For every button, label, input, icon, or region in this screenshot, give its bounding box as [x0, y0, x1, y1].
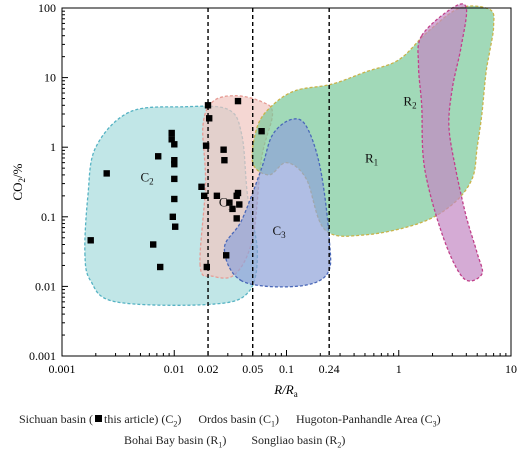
data-point-13: [171, 195, 178, 203]
legend-r2-sub: 2: [337, 440, 342, 450]
data-point-21: [213, 192, 221, 199]
data-point-12: [171, 175, 178, 183]
region-r2: [417, 3, 484, 282]
legend-hugoton: Hugoton-Panhandle Area (C3): [296, 412, 441, 429]
y-tick-label-5: 10: [44, 71, 56, 85]
legend-bohai: Bohai Bay basin (R1): [124, 433, 227, 450]
legend-c3-close: ): [436, 412, 441, 426]
x-tick-label-1: 0.001: [49, 362, 76, 376]
data-point-7: [168, 136, 175, 143]
axes: 0.02 0.05 0.24 0.001 0.01 0.1 1 10 0.001 0.01 0.1 1…: [29, 1, 517, 376]
legend-r1-sub: 1: [218, 440, 223, 450]
y-tick-label-1: 0.001: [29, 349, 56, 363]
reference-line-label-3: 0.24: [319, 362, 340, 376]
data-point-16: [201, 192, 208, 199]
region-c3: [223, 118, 332, 288]
data-point-19: [206, 115, 213, 122]
data-point-8: [169, 213, 176, 220]
x-tick-label-3: 0.1: [279, 362, 294, 376]
data-point-10: [171, 157, 178, 164]
legend-c2-sub: 2: [173, 419, 178, 429]
x-tick-label-2: 0.01: [164, 362, 185, 376]
legend-c1-close: ): [275, 412, 279, 426]
data-point-14: [172, 223, 179, 230]
y-tick-label-4: 1: [50, 140, 56, 154]
data-point-15: [198, 183, 205, 190]
data-point-32: [258, 128, 265, 135]
regions-layer: [84, 3, 495, 306]
data-point-20: [203, 263, 210, 271]
data-point-25: [226, 199, 233, 206]
data-point-23: [221, 157, 228, 164]
legend-songliao: Songliao basin (R2): [251, 433, 346, 450]
data-point-5: [157, 263, 164, 271]
legend-c3-sub: 3: [432, 419, 437, 429]
square-marker-icon: [95, 415, 102, 422]
data-point-6: [168, 129, 175, 137]
legend-c1-sub: 1: [271, 419, 275, 429]
data-point-9: [171, 141, 178, 148]
data-point-27: [234, 97, 242, 105]
legend-sichuan-text: Sichuan basin (: [19, 412, 93, 426]
legend-c2-open: ) (C: [154, 412, 174, 426]
data-point-18: [204, 102, 212, 109]
data-point-24: [223, 252, 230, 259]
data-point-31: [236, 201, 243, 208]
data-point-3: [150, 241, 157, 248]
data-point-30: [233, 215, 240, 222]
data-point-26: [229, 205, 236, 213]
data-point-1: [87, 237, 94, 244]
data-point-4: [155, 153, 162, 160]
reference-line-label-2: 0.05: [242, 362, 263, 376]
legend-r2-close: ): [341, 433, 346, 447]
y-tick-label-6: 100: [38, 1, 56, 15]
y-tick-label-3: 0.1: [41, 210, 56, 224]
legend-row-1: Sichuan basin ( this article) (C2) Ordos …: [19, 412, 441, 428]
legend-hugoton-text: Hugoton-Panhandle Area (C: [296, 412, 433, 426]
reference-lines: [207, 8, 330, 356]
legend-ordos: Ordos basin (C1): [198, 412, 279, 429]
reference-line-label-1: 0.02: [198, 362, 219, 376]
data-point-22: [220, 146, 227, 153]
legend-c2-close: ): [177, 412, 182, 426]
legend-ordos-text: Ordos basin (C: [198, 412, 271, 426]
legend-row-2: Bohai Bay basin (R1) Songliao basin (R2): [124, 433, 345, 449]
data-point-11: [171, 161, 178, 168]
x-axis-label: R/Ra: [273, 382, 298, 399]
data-point-29: [233, 192, 240, 199]
legend-sichuan: Sichuan basin ( this article) (C2): [19, 412, 182, 429]
legend-songliao-text: Songliao basin (R: [251, 433, 338, 447]
data-point-17: [202, 142, 210, 149]
legend-this-article-text: this article: [104, 412, 155, 426]
y-tick-label-2: 0.01: [35, 279, 56, 293]
legend-r1-close: ): [222, 433, 227, 447]
x-tick-label-5: 10: [505, 362, 517, 376]
data-points: [87, 97, 265, 271]
legend-bohai-text: Bohai Bay basin (R: [124, 433, 219, 447]
x-tick-label-4: 1: [396, 362, 402, 376]
y-axis-label: CO2/%: [10, 163, 27, 200]
data-point-2: [103, 170, 110, 177]
